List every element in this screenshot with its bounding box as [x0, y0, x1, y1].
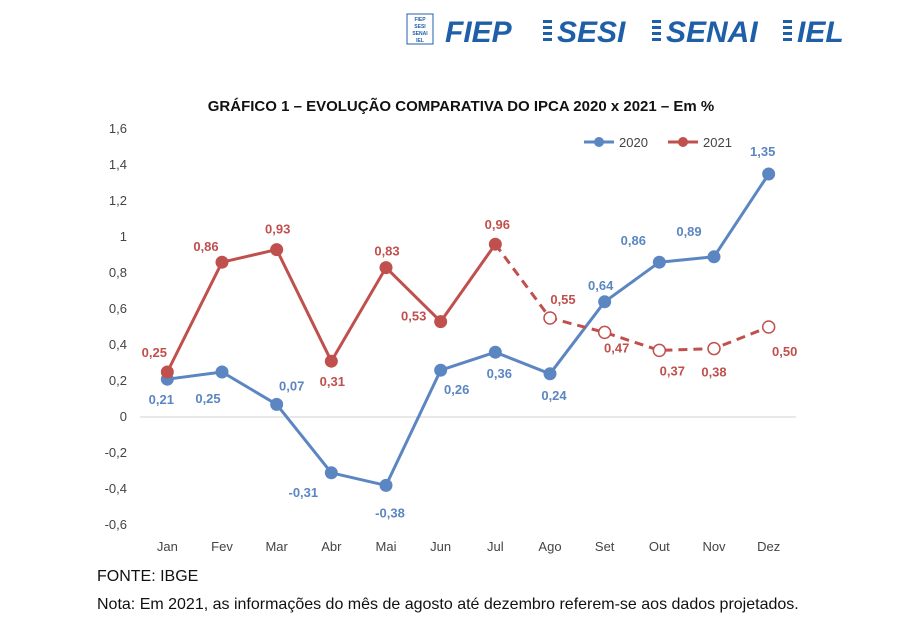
y-tick-label: 0: [120, 409, 127, 424]
x-tick-label: Jul: [487, 539, 504, 554]
data-point-2021: [434, 315, 448, 329]
data-point-2020: [379, 478, 393, 492]
data-label-2020: 0,86: [621, 233, 646, 248]
y-tick-label: -0,6: [105, 517, 127, 532]
x-tick-label: Fev: [211, 539, 233, 554]
data-label-2020: -0,31: [289, 485, 319, 500]
series-line-2020: [167, 173, 770, 487]
chart-source: FONTE: IBGE: [97, 568, 199, 585]
y-tick-label: 0,2: [109, 373, 127, 388]
data-label-2020: 0,89: [676, 224, 701, 239]
data-label-2020: 0,26: [444, 382, 469, 397]
y-tick-label: 0,8: [109, 265, 127, 280]
data-point-2021: [215, 255, 229, 269]
x-tick-label: Out: [649, 539, 670, 554]
x-tick-label: Abr: [321, 539, 342, 554]
data-point-2020: [707, 250, 721, 264]
data-label-2021: 0,31: [320, 374, 345, 389]
data-label-2021: 0,93: [265, 222, 290, 237]
data-label-2021: 0,53: [401, 309, 426, 324]
data-point-2021: [270, 243, 284, 257]
x-tick-label: Jun: [430, 539, 451, 554]
data-label-2021: 0,55: [550, 292, 575, 307]
data-point-2021: [652, 343, 667, 358]
legend-label-2020: 2020: [619, 135, 648, 150]
logo-mark-text-4: IEL: [416, 38, 424, 44]
chart-series: [160, 167, 776, 492]
logo-mark-text-1: FIEP: [414, 17, 426, 23]
chart-axes: -0,6 -0,4 -0,2 0 0,2 0,4 0,6 0,8 1 1,2 1,4 1,6 Jan Fe…: [105, 121, 796, 554]
x-tick-label: Mai: [376, 539, 397, 554]
logo-word-senai: SENAI: [666, 16, 758, 49]
data-label-2021: 0,83: [374, 244, 399, 259]
data-point-2020: [652, 255, 666, 269]
chart-note: Nota: Em 2021, as informações do mês de …: [97, 596, 799, 613]
data-point-2020: [215, 365, 229, 379]
data-label-2020: 0,64: [588, 278, 614, 293]
data-label-2021: 0,86: [193, 239, 218, 254]
legend-label-2021: 2021: [703, 135, 732, 150]
data-label-2020: 0,36: [487, 366, 512, 381]
data-point-2021: [379, 261, 393, 275]
series-line-projected-2021: [494, 243, 770, 352]
data-label-2020: 0,21: [149, 392, 174, 407]
data-point-2020: [762, 167, 776, 181]
x-tick-label: Dez: [757, 539, 780, 554]
data-point-2021: [488, 237, 502, 251]
logo-separator-icon: [783, 20, 792, 41]
data-point-2020: [270, 397, 284, 411]
logo-separator-icon: [652, 20, 661, 41]
y-tick-label: 0,6: [109, 301, 127, 316]
data-label-2021: 0,96: [485, 217, 510, 232]
x-tick-label: Set: [595, 539, 615, 554]
data-point-2020: [598, 295, 612, 309]
data-point-2021: [761, 320, 776, 334]
chart-title: GRÁFICO 1 – EVOLUÇÃO COMPARATIVA DO IPCA…: [208, 97, 715, 115]
logo-mark: FIEP SESI SENAI IEL: [406, 13, 434, 45]
logo-mark-text-3: SENAI: [412, 31, 428, 37]
legend-marker-2020: [594, 137, 604, 147]
data-label-2021: 0,38: [701, 365, 726, 380]
data-point-2021: [597, 325, 612, 340]
x-tick-label: Mar: [265, 539, 288, 554]
data-point-2021: [324, 354, 338, 368]
data-label-2021: 0,25: [142, 345, 167, 360]
y-tick-label: 1,6: [109, 121, 127, 136]
y-tick-label: 0,4: [109, 337, 127, 352]
data-point-2020: [488, 345, 502, 359]
data-point-2021: [160, 365, 174, 379]
y-tick-label: 1,2: [109, 193, 127, 208]
legend-marker-2021: [678, 137, 688, 147]
data-label-2020: 0,07: [279, 378, 304, 393]
logo-mark-text-2: SESI: [414, 24, 426, 30]
data-label-2021: 0,47: [604, 340, 629, 355]
data-point-2020: [324, 466, 338, 480]
chart-data-labels: 0,21 0,25 0,07 -0,31 -0,38 0,26 0,36 0,24 0,64 0,…: [142, 144, 798, 520]
data-label-2020: -0,38: [375, 505, 405, 520]
data-label-2020: 0,25: [195, 391, 220, 406]
data-label-2020: 1,35: [750, 144, 775, 159]
data-label-2021: 0,37: [660, 363, 685, 378]
data-point-2020: [543, 367, 557, 381]
data-point-2020: [434, 363, 448, 377]
fiep-sesi-senai-iel-logo: FIEP SESI SENAI IEL FIEP SESI SENAI IEL: [406, 13, 844, 49]
data-label-2020: 0,24: [541, 388, 567, 403]
logo-word-iel: IEL: [797, 16, 844, 49]
ipca-line-chart: GRÁFICO 1 – EVOLUÇÃO COMPARATIVA DO IPCA…: [105, 97, 798, 554]
logo-separator-icon: [543, 20, 552, 41]
y-tick-label: 1,4: [109, 157, 127, 172]
y-tick-label: -0,2: [105, 445, 127, 460]
y-tick-label: 1: [120, 229, 127, 244]
logo-word-sesi: SESI: [557, 16, 626, 49]
data-point-2021: [707, 341, 721, 356]
y-tick-label: -0,4: [105, 481, 127, 496]
x-tick-label: Ago: [538, 539, 561, 554]
x-tick-label: Jan: [157, 539, 178, 554]
logo-word-fiep: FIEP: [445, 16, 513, 49]
x-tick-label: Nov: [702, 539, 726, 554]
chart-legend: 2020 2021: [584, 135, 732, 150]
data-point-2021: [543, 311, 557, 325]
data-label-2021: 0,50: [772, 344, 797, 359]
